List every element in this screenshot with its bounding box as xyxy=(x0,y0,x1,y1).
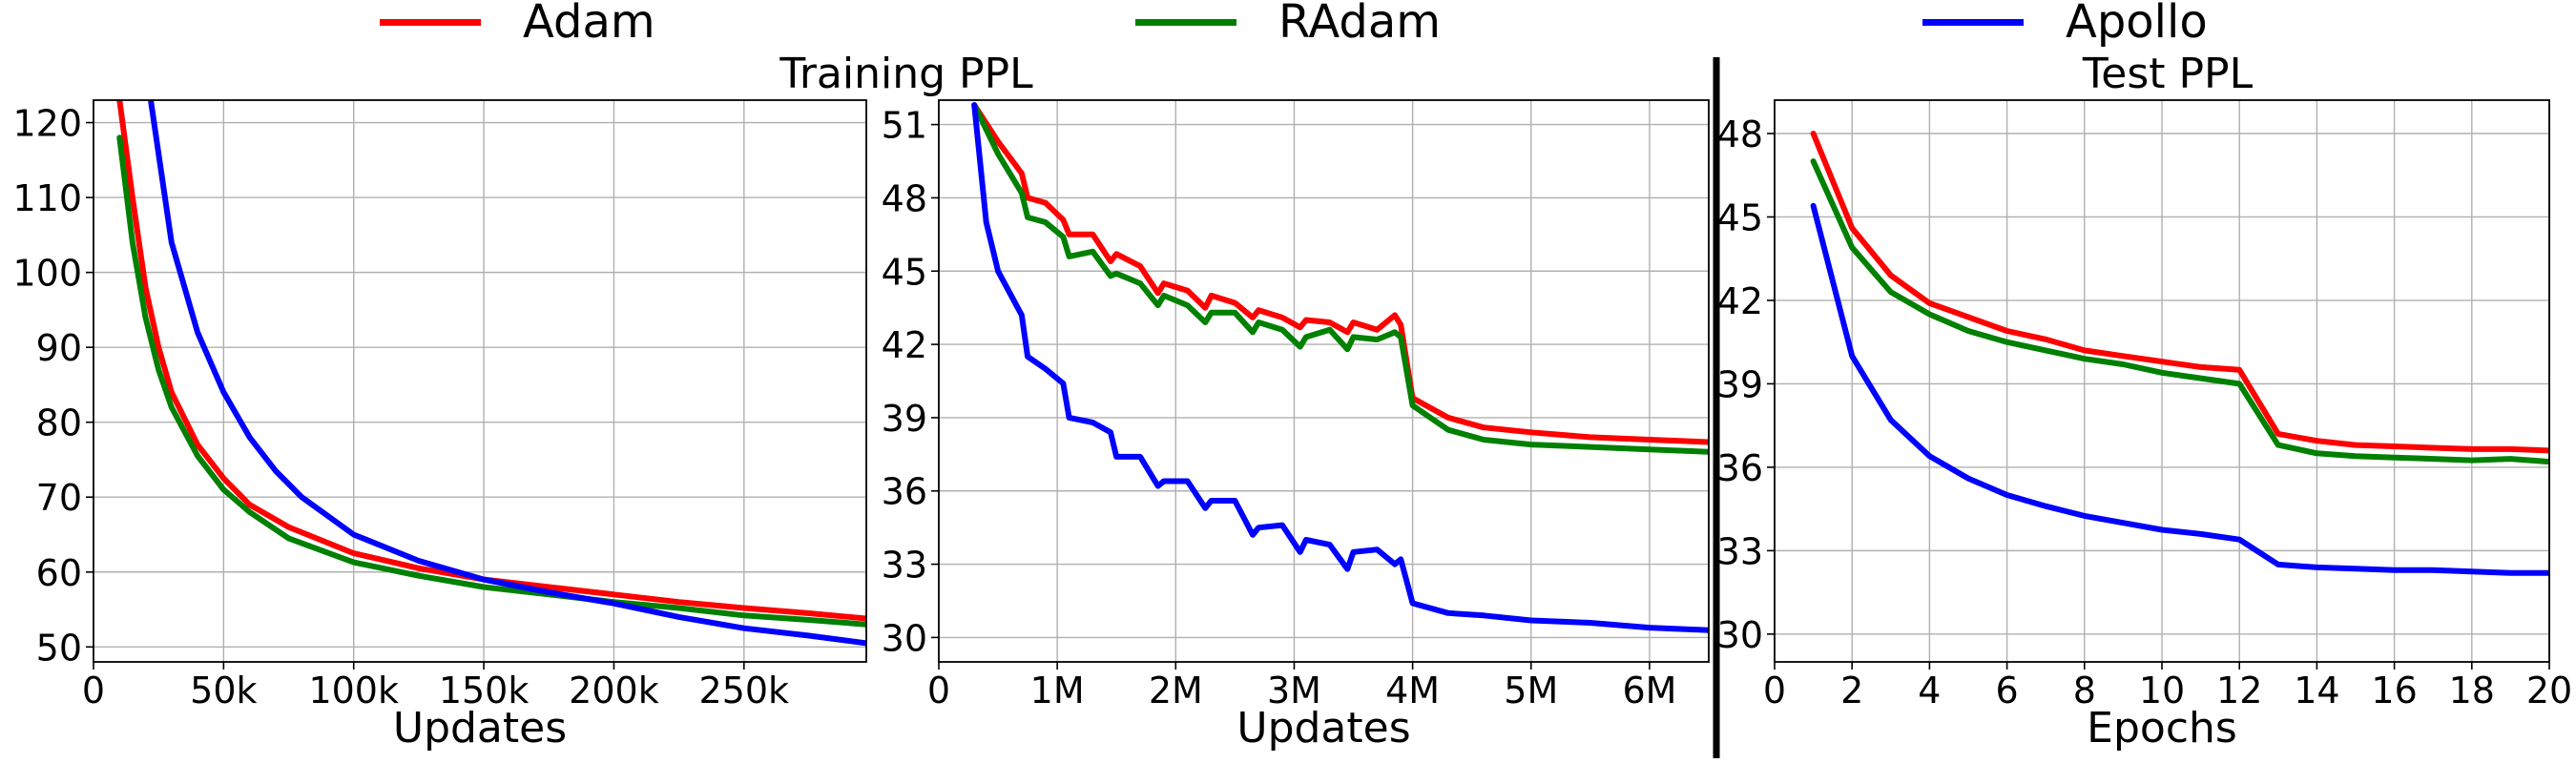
y-tick-label: 33 xyxy=(882,545,927,587)
y-tick-label: 100 xyxy=(12,253,82,295)
y-tick-label: 120 xyxy=(12,103,82,145)
series-line-adam xyxy=(971,102,1709,445)
x-tick-label: 2 xyxy=(1840,670,1863,711)
y-tick-label: 70 xyxy=(36,477,82,519)
y-tick-label: 48 xyxy=(882,177,927,219)
y-tick-label: 80 xyxy=(36,402,82,444)
x-tick-label: 4 xyxy=(1918,670,1941,711)
plot-frame xyxy=(93,99,867,663)
y-tick-label: 60 xyxy=(36,552,82,594)
x-tick-label: 0 xyxy=(82,670,105,711)
section-title-test: Test PPL xyxy=(2082,50,2254,98)
legend-swatch-apollo xyxy=(1922,18,2024,26)
x-tick-label: 3M xyxy=(1267,670,1321,711)
legend-item-adam: Adam xyxy=(380,0,655,49)
x-tick-label: 14 xyxy=(2294,670,2339,711)
y-tick-label: 36 xyxy=(882,471,927,513)
x-tick-label: 1M xyxy=(1030,670,1085,711)
y-tick-label: 45 xyxy=(1717,196,1763,238)
x-tick-label: 150k xyxy=(439,670,530,711)
chart-panel-3: 0 2 4 6 8 10 12 14 16 18 20 30 33 36 39 42 45 48 Epochs xyxy=(1717,99,2572,753)
chart-panel-1: 0 50k 100k 150k 200k 250k 50 60 70 80 90 100 110 120 U… xyxy=(12,99,867,753)
series-line-adam xyxy=(1810,131,2549,454)
legend-label-radam: RAdam xyxy=(1278,0,1442,49)
series-line-apollo xyxy=(971,102,1709,633)
x-tick-label: 0 xyxy=(1763,670,1786,711)
series-line-adam xyxy=(116,100,866,622)
x-tick-label: 4M xyxy=(1385,670,1440,711)
x-tick-label: 0 xyxy=(927,670,950,711)
series-line-radam xyxy=(1810,158,2549,465)
x-tick-label: 6M xyxy=(1622,670,1676,711)
x-tick-label: 6 xyxy=(1996,670,2019,711)
x-tick-label: 20 xyxy=(2526,670,2572,711)
x-axis-label: Updates xyxy=(1236,704,1410,753)
x-axis-label: Epochs xyxy=(2087,704,2237,753)
y-tick-label: 39 xyxy=(1717,363,1763,405)
chart-legend: Adam RAdam Apollo xyxy=(0,0,2576,48)
legend-item-apollo: Apollo xyxy=(1922,0,2208,49)
legend-item-radam: RAdam xyxy=(1135,0,1442,49)
legend-swatch-radam xyxy=(1135,18,1236,26)
y-tick-label: 51 xyxy=(882,105,927,147)
series-line-radam xyxy=(971,102,1709,455)
y-tick-label: 39 xyxy=(882,398,927,440)
legend-swatch-adam xyxy=(380,18,481,26)
y-tick-label: 110 xyxy=(12,177,82,219)
y-tick-label: 30 xyxy=(1717,614,1763,656)
legend-label-apollo: Apollo xyxy=(2066,0,2208,49)
x-tick-label: 16 xyxy=(2371,670,2417,711)
y-tick-label: 42 xyxy=(882,324,927,366)
y-tick-label: 90 xyxy=(36,327,82,369)
x-tick-label: 100k xyxy=(308,670,399,711)
y-tick-label: 45 xyxy=(882,251,927,293)
x-tick-label: 2M xyxy=(1149,670,1203,711)
plot-frame xyxy=(938,99,1710,663)
series-line-apollo xyxy=(1810,202,2549,576)
y-tick-label: 42 xyxy=(1717,280,1763,322)
chart-panel-2: 0 1M 2M 3M 4M 5M 6M 30 33 36 39 42 45 48 51 Updates xyxy=(882,99,1710,753)
y-tick-label: 30 xyxy=(882,617,927,659)
x-tick-label: 8 xyxy=(2073,670,2096,711)
series-line-radam xyxy=(116,134,866,628)
x-axis-label: Updates xyxy=(393,704,567,753)
x-tick-label: 5M xyxy=(1504,670,1558,711)
section-title-training: Training PPL xyxy=(779,50,1033,98)
series-line-apollo xyxy=(148,100,866,647)
x-tick-label: 250k xyxy=(699,670,790,711)
y-tick-label: 33 xyxy=(1717,530,1763,572)
x-tick-label: 18 xyxy=(2449,670,2495,711)
x-tick-label: 50k xyxy=(190,670,257,711)
x-tick-label: 12 xyxy=(2216,670,2262,711)
legend-label-adam: Adam xyxy=(523,0,655,49)
x-tick-label: 10 xyxy=(2139,670,2185,711)
y-tick-label: 36 xyxy=(1717,447,1763,489)
x-tick-label: 200k xyxy=(569,670,659,711)
y-tick-label: 50 xyxy=(36,627,82,669)
y-tick-label: 48 xyxy=(1717,113,1763,155)
